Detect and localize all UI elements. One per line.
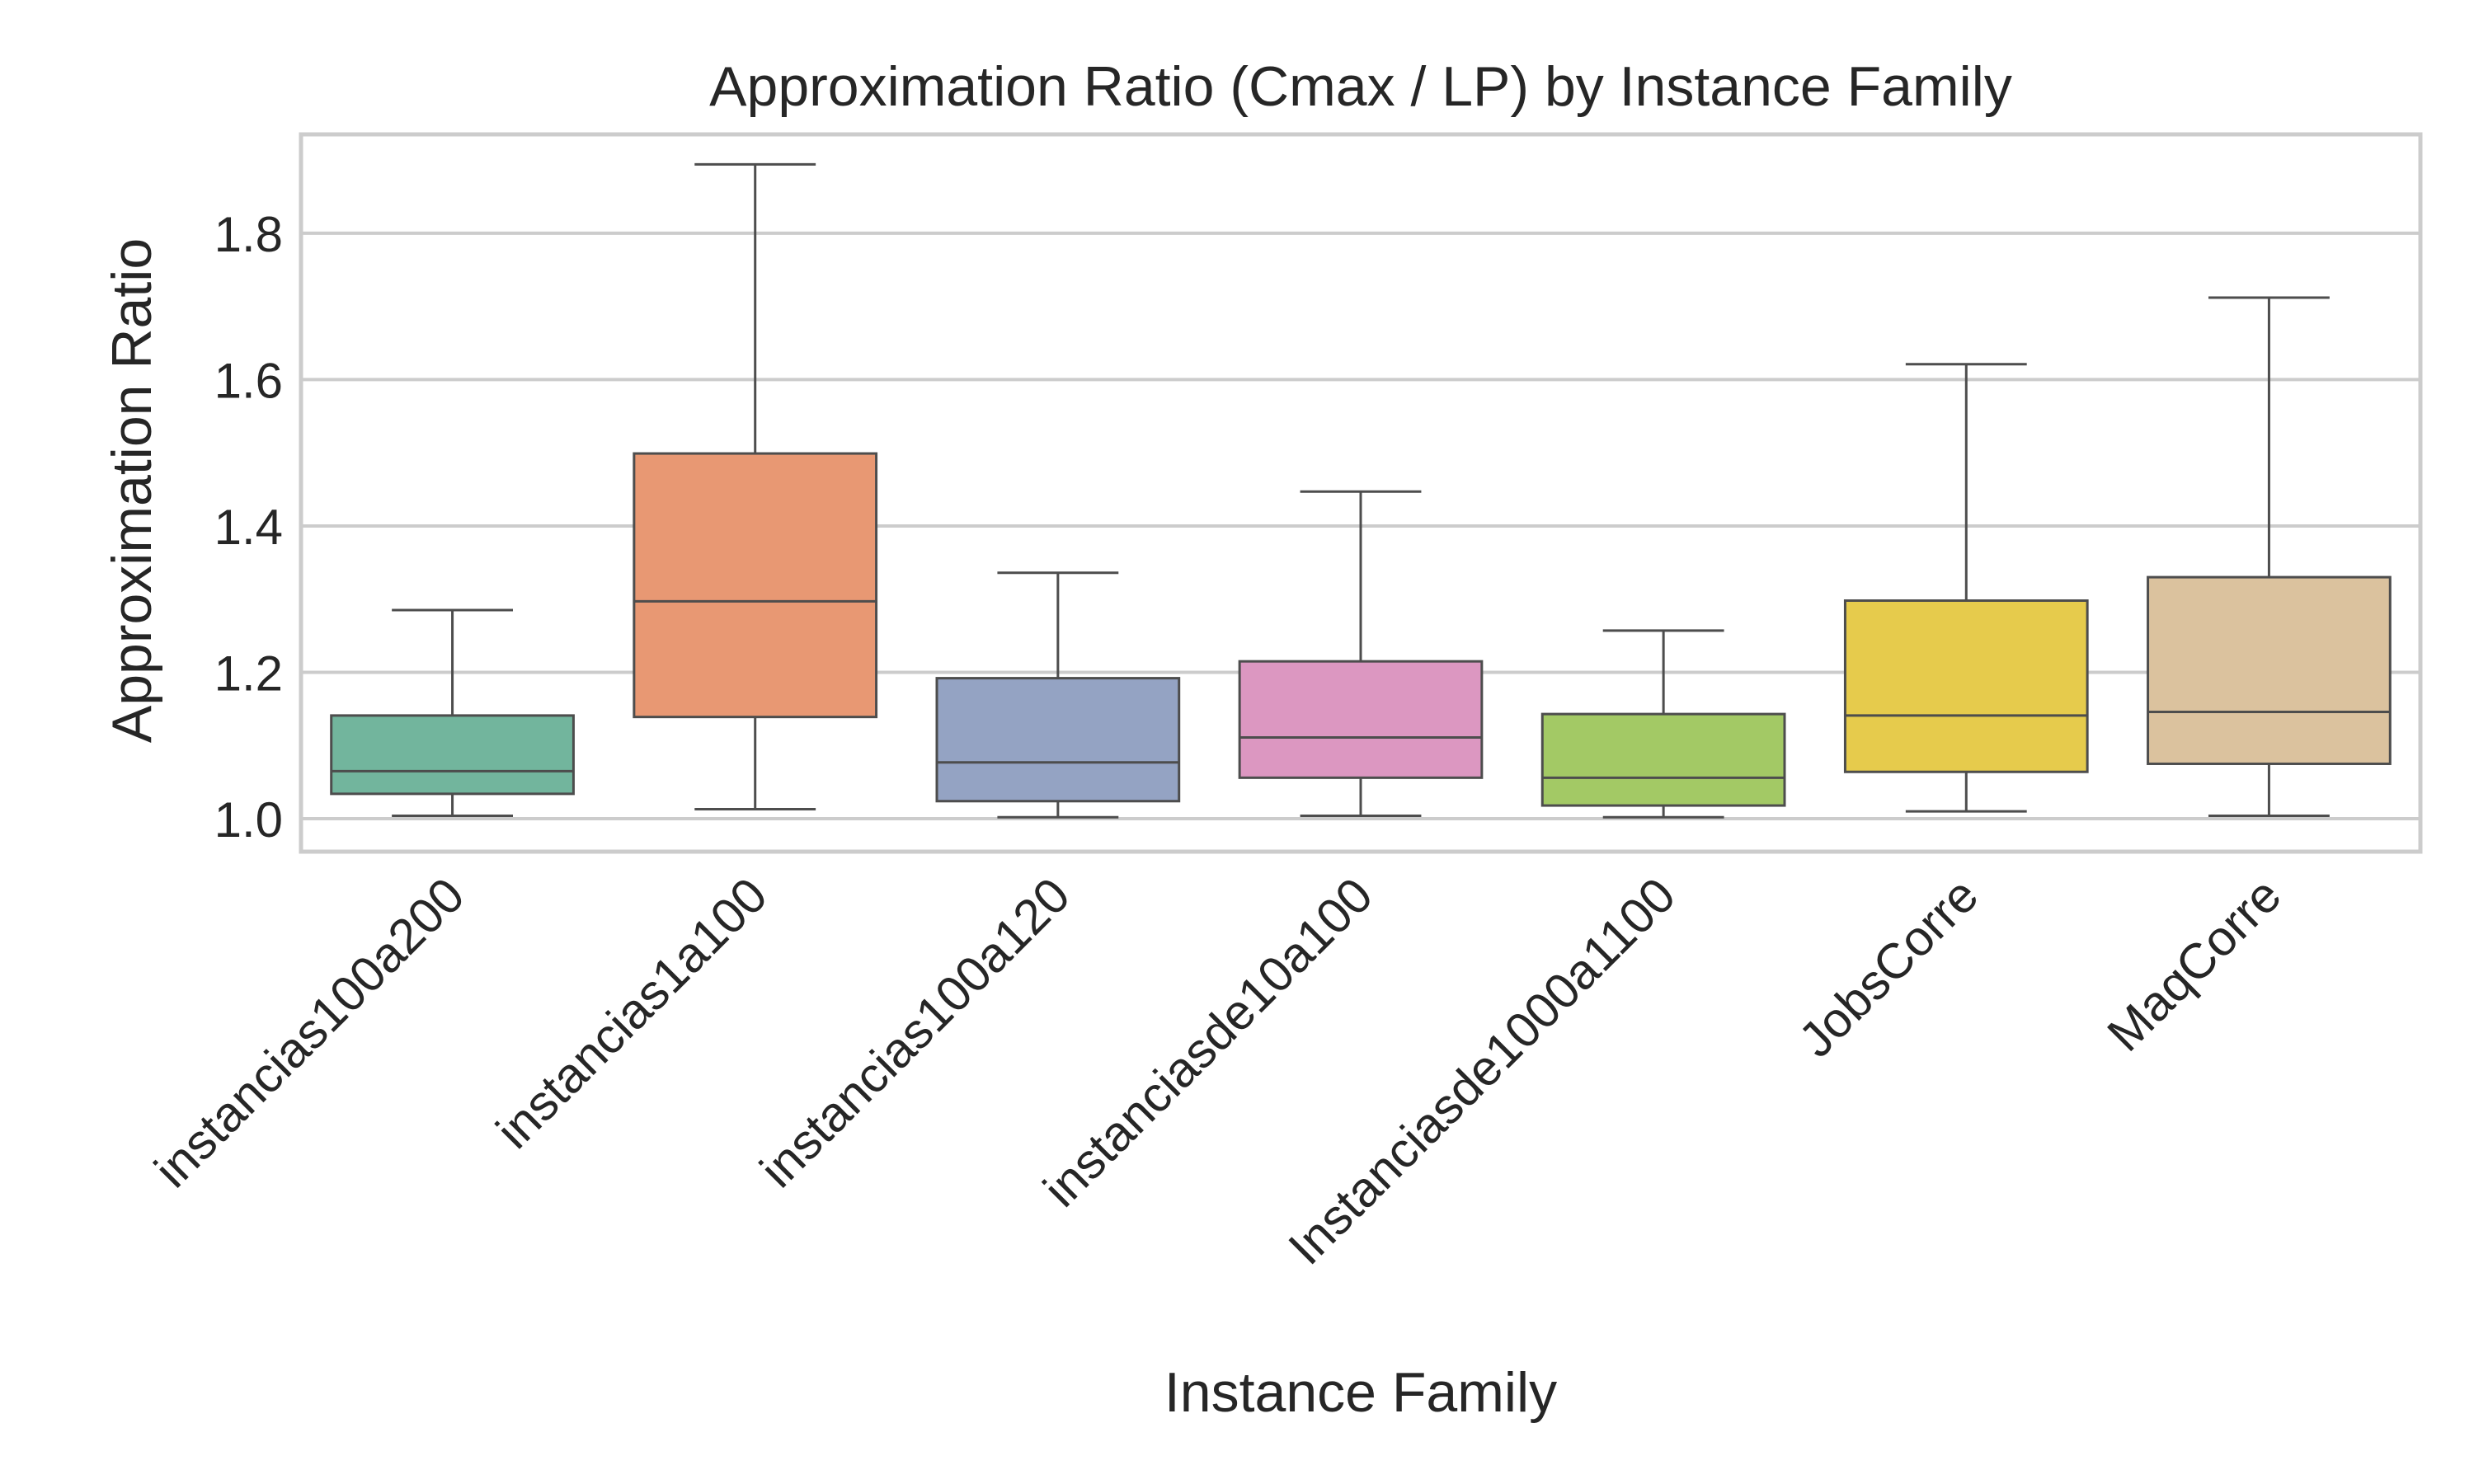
box-body xyxy=(633,452,878,719)
box-group xyxy=(1843,363,2089,813)
x-tick-label: instancias100a200 xyxy=(144,867,475,1198)
box-group xyxy=(1540,629,1786,819)
y-tick-label: 1.2 xyxy=(214,646,283,702)
x-tick-label: instancias1a100 xyxy=(486,867,778,1159)
box-group xyxy=(1238,490,1484,817)
x-axis-label: Instance Family xyxy=(1164,1361,1557,1424)
box-group xyxy=(935,571,1181,819)
y-axis-label: Approximation Ratio xyxy=(101,238,163,743)
box-group xyxy=(2147,296,2392,817)
box-body xyxy=(1540,712,1786,807)
y-tick-labels: 1.0 1.2 1.4 1.6 1.8 xyxy=(214,207,283,848)
plot-frame xyxy=(299,132,2423,854)
box-body xyxy=(2147,575,2392,765)
box-body xyxy=(1843,599,2089,773)
x-tick-label: instanciasde10a100 xyxy=(1032,867,1383,1218)
box-group xyxy=(633,162,878,811)
y-tick-label: 1.4 xyxy=(214,500,283,555)
x-tick-label: instancias100a120 xyxy=(750,867,1080,1198)
y-tick-label: 1.8 xyxy=(214,207,283,262)
y-tick-label: 1.6 xyxy=(214,353,283,408)
y-tick-label: 1.0 xyxy=(214,792,283,848)
box-body xyxy=(935,677,1181,803)
box-body xyxy=(1238,660,1484,779)
chart-title: Approximation Ratio (Cmax / LP) by Insta… xyxy=(709,55,2012,118)
x-tick-labels: instancias100a200 instancias1a100instanci… xyxy=(144,867,2292,1275)
x-tick-label: MaqCorre xyxy=(2097,867,2292,1062)
boxes xyxy=(330,162,2392,819)
box-body xyxy=(330,714,575,796)
box-group xyxy=(330,608,575,817)
x-tick-label: JobsCorre xyxy=(1788,867,1988,1068)
